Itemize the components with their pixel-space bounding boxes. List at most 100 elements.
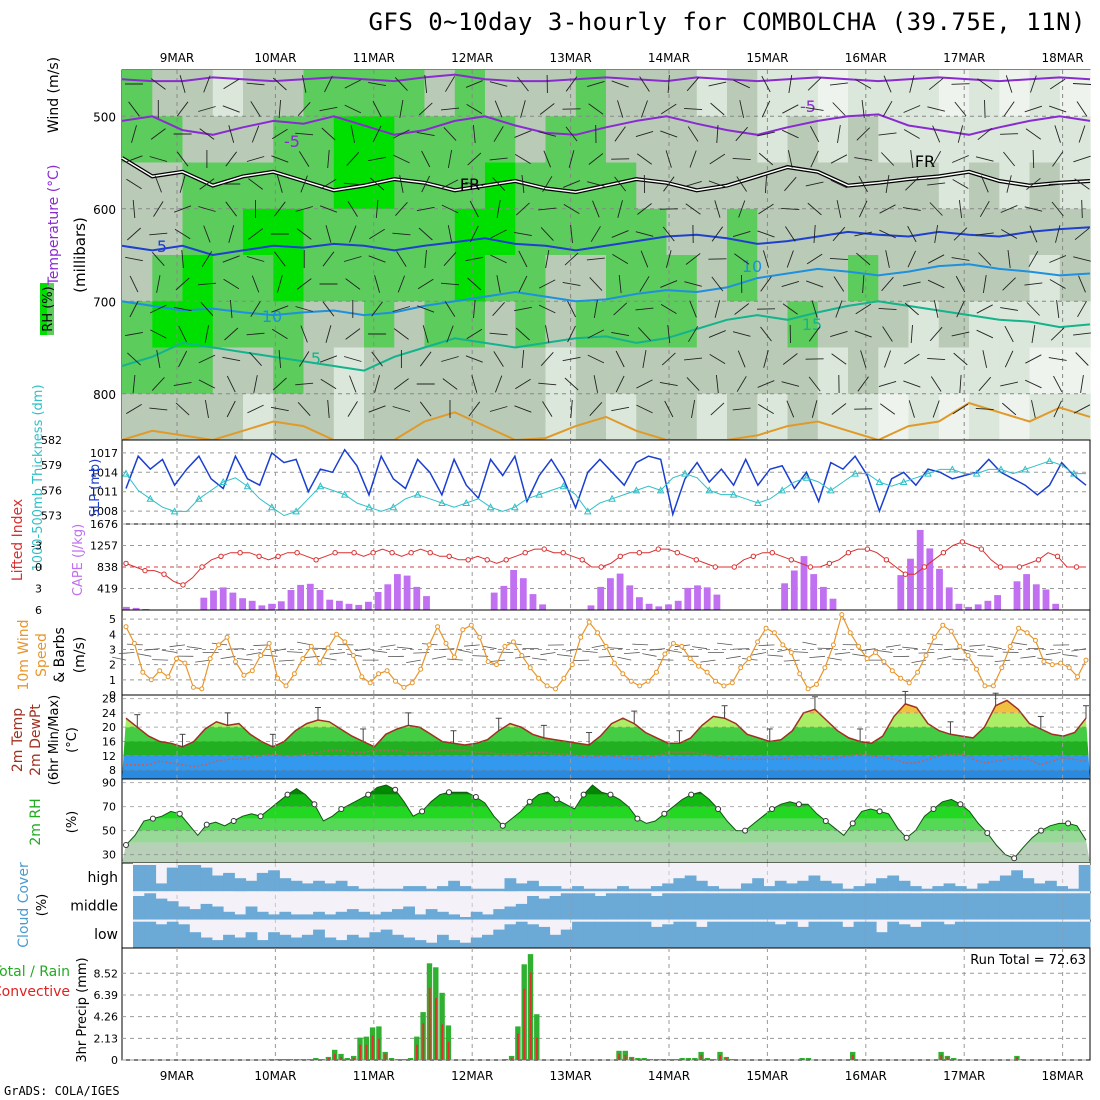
lifted-marker xyxy=(940,550,947,556)
surface-wind-barb xyxy=(617,656,632,661)
wind-barb xyxy=(807,202,822,216)
wind-barb xyxy=(564,377,579,391)
wind-barb xyxy=(1048,183,1067,185)
wind-barb xyxy=(465,80,483,88)
wind-barb xyxy=(736,176,747,192)
cloud-cell xyxy=(921,921,933,948)
cape-bar xyxy=(519,578,527,610)
rh-cell xyxy=(303,255,335,302)
rh-cell xyxy=(273,393,305,441)
wind-barb xyxy=(570,399,573,419)
wind-barb xyxy=(807,77,822,91)
surface-wind-barb xyxy=(902,646,918,650)
wind-barb xyxy=(1053,375,1063,393)
rh-ytick: 30 xyxy=(102,849,116,862)
precip-total-bar xyxy=(268,1059,275,1060)
rh-cell xyxy=(666,255,698,302)
wind-speed-marker xyxy=(1033,637,1038,643)
rh-cell xyxy=(787,393,819,441)
wind-barb xyxy=(299,151,310,167)
rh-legend-swatch-bright xyxy=(40,283,47,335)
rh-cell xyxy=(1029,347,1061,395)
rh-cell xyxy=(364,301,395,349)
wind-speed-marker xyxy=(502,643,508,649)
cloud-cell xyxy=(324,883,337,892)
wind-barb xyxy=(930,376,942,392)
cloud-cell xyxy=(133,921,145,948)
rh-cell xyxy=(878,347,910,395)
cloud-cell xyxy=(1078,865,1091,892)
wind-barb xyxy=(125,256,143,262)
wind-barb xyxy=(538,279,556,289)
cloud-cell xyxy=(515,883,528,892)
wind-barb xyxy=(1073,404,1091,414)
cape-bar xyxy=(539,604,546,610)
wind-barb xyxy=(978,376,992,392)
cloud-cell xyxy=(718,888,731,892)
wind-speed-marker xyxy=(468,622,474,628)
wind-barb xyxy=(563,204,580,214)
surface-wind-barb xyxy=(767,654,783,657)
wind-barb xyxy=(709,354,726,364)
wind-barb xyxy=(542,176,553,192)
cloud-cell xyxy=(1033,883,1046,892)
rh-cell xyxy=(666,208,698,256)
cape-bar xyxy=(1032,584,1040,610)
wind-barb xyxy=(861,100,865,118)
wind-barb xyxy=(228,225,235,243)
wind-barb xyxy=(496,200,501,218)
cloud-cell xyxy=(662,883,674,892)
wind-speed-marker xyxy=(990,683,996,689)
wind-barb xyxy=(984,99,986,119)
cape-bar xyxy=(287,590,295,610)
bottom-date-label: 13MAR xyxy=(550,1069,592,1083)
wind-barb xyxy=(368,405,386,413)
lifted-marker xyxy=(1054,553,1061,559)
cloud-cell xyxy=(448,880,460,892)
wind-barb xyxy=(954,101,967,117)
cloud-cell xyxy=(999,875,1012,892)
wind-barb xyxy=(545,325,550,343)
cloud-cell xyxy=(133,896,145,920)
precip-convective-bar xyxy=(365,1044,368,1060)
surface-wind-barb xyxy=(962,649,977,653)
cloud-cell xyxy=(425,942,438,948)
wind-barb xyxy=(858,200,868,218)
wind-barb xyxy=(300,325,308,343)
surface-wind-barb xyxy=(1037,657,1053,661)
thickness-marker xyxy=(486,503,495,511)
wind-speed-marker xyxy=(334,631,339,637)
wind-barb xyxy=(1029,225,1038,243)
wind-barb xyxy=(154,175,162,193)
wind-barb xyxy=(903,105,921,113)
wind-barb xyxy=(129,300,139,318)
rh-marker xyxy=(499,822,506,829)
wind-barb xyxy=(614,126,626,142)
cloud-cell xyxy=(729,921,742,948)
wind-barb xyxy=(543,150,552,168)
wind-barb xyxy=(514,130,532,138)
rh-marker xyxy=(849,820,856,827)
surface-wind-barb xyxy=(396,646,413,650)
wind-barb xyxy=(296,278,312,290)
rh-cell xyxy=(787,255,819,302)
rh-marker xyxy=(472,794,479,800)
cloud-cell xyxy=(684,921,697,948)
wind-speed-marker xyxy=(477,634,483,640)
wind-barb xyxy=(392,232,411,236)
temp-band xyxy=(122,755,1090,771)
lifted-marker xyxy=(978,546,985,552)
cloud-cell xyxy=(572,921,584,948)
wind-barb xyxy=(440,282,460,286)
wind-speed-marker xyxy=(207,656,213,662)
cape-bar xyxy=(1052,603,1060,610)
wind-speed-marker xyxy=(965,653,971,658)
wind-barb xyxy=(489,81,508,87)
cloud-cell xyxy=(707,886,719,892)
rh-cell xyxy=(787,347,819,395)
thickness-ytick: 579 xyxy=(41,459,62,472)
wind-barb xyxy=(176,151,189,167)
cape-bar xyxy=(316,590,324,610)
wind-barb xyxy=(593,375,599,393)
lifted-marker xyxy=(883,557,890,563)
